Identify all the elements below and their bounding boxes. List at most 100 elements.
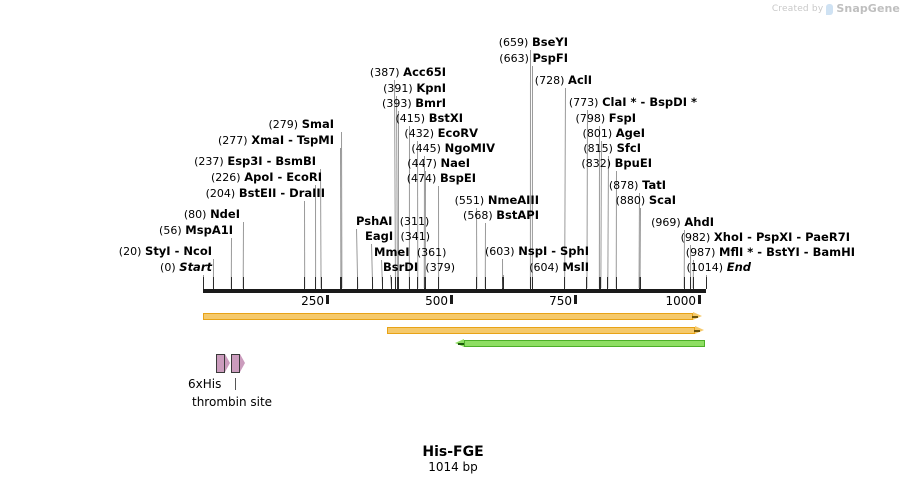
site-position: (379) <box>425 261 456 274</box>
restriction-site-label: (415) BstXI <box>0 112 463 126</box>
site-tick-mark <box>476 277 478 289</box>
arrow-shaft <box>387 327 695 334</box>
restriction-site-label: (987) MflI * - BstYI - BamHI <box>685 245 855 260</box>
site-position: (445) <box>411 142 441 155</box>
enzyme-name: BpuEI <box>614 156 652 170</box>
arrow-head-stroke <box>692 316 698 318</box>
site-position: (604) <box>529 261 559 274</box>
site-position: (728) <box>534 74 565 87</box>
site-tick-mark <box>372 277 374 289</box>
restriction-site-label: (832) BpuEI <box>0 156 652 171</box>
site-position: (987) <box>685 246 716 259</box>
enzyme-name: AgeI <box>615 126 645 140</box>
site-position: (659) <box>498 36 529 49</box>
enzyme-name: FspI <box>608 111 636 125</box>
site-tick-mark <box>382 277 384 289</box>
site-tick-mark <box>706 277 707 289</box>
site-position: (832) <box>581 157 612 170</box>
enzyme-name: NaeI <box>440 156 470 170</box>
site-tick-mark <box>341 277 343 289</box>
restriction-site-label: (551) NmeAIII <box>0 194 539 208</box>
site-tick-mark <box>203 277 204 289</box>
orf-arrow-2 <box>387 326 704 335</box>
restriction-site-label: (432) EcoRV <box>0 126 478 141</box>
site-tick-mark <box>242 277 244 289</box>
site-position: (341) <box>400 230 431 243</box>
site-position: (391) <box>383 82 413 95</box>
enzyme-name: PshAI <box>356 214 393 228</box>
restriction-site-label: (728) AclI <box>0 74 592 88</box>
enzyme-name: BstEII <box>238 186 277 200</box>
enzyme-name: PspFI <box>532 51 568 65</box>
site-position: (204) <box>205 187 236 200</box>
site-tick-mark <box>607 277 609 289</box>
restriction-site-label: (801) AgeI <box>0 126 645 141</box>
page-title: His-FGE <box>422 444 484 460</box>
enzyme-name: ClaI * <box>602 95 637 109</box>
arrow-shaft <box>464 340 705 347</box>
restriction-site-label: (880) ScaI <box>0 193 676 208</box>
site-tick-mark <box>304 277 306 289</box>
site-tick-mark <box>340 277 342 289</box>
site-position: (878) <box>608 179 639 192</box>
site-position: (1014) <box>686 261 724 274</box>
restriction-site-label: (391) KpnI <box>0 82 446 96</box>
restriction-site-label: (659) BseYI <box>0 36 568 50</box>
enzyme-name: MspA1I <box>185 223 233 237</box>
orf-arrow-1 <box>203 312 702 321</box>
ruler-tick <box>574 295 578 304</box>
enzyme-name: SfcI <box>616 141 641 155</box>
site-tick-mark <box>438 277 440 289</box>
enzyme-name: Esp3I <box>227 154 263 168</box>
snapgene-logo-icon <box>826 4 834 15</box>
enzyme-name: ApoI <box>244 170 274 184</box>
site-position: (798) <box>575 112 606 125</box>
restriction-site-label: (277) XmaI - TspMI <box>217 133 334 148</box>
site-tick-mark <box>598 277 600 289</box>
site-tick-mark <box>600 277 602 289</box>
site-tick-mark <box>502 277 504 289</box>
site-position: (80) <box>183 208 207 221</box>
site-position: (0) <box>160 261 176 274</box>
site-position: (237) <box>194 155 224 168</box>
site-tick-mark <box>396 277 398 289</box>
arrow-head-stroke <box>458 343 464 345</box>
sequence-length: 1014 bp <box>428 460 478 474</box>
site-tick-mark <box>690 277 692 289</box>
site-position: (663) <box>499 52 529 65</box>
restriction-site-label: (204) BstEII - DraIII <box>205 186 325 201</box>
enzyme-name: MflI * <box>719 245 754 259</box>
site-tick-mark <box>357 277 359 289</box>
restriction-site-label: (0) Start <box>0 260 212 275</box>
ruler-tick-label: 750 <box>549 294 573 308</box>
site-position: (393) <box>382 97 412 110</box>
ruler-tick-label: 250 <box>301 294 324 308</box>
restriction-site-label: (387) Acc65I <box>0 66 446 80</box>
enzyme-name: BsrDI <box>383 260 419 274</box>
translated-feature <box>216 354 230 373</box>
ruler-bar <box>203 289 706 293</box>
site-position: (432) <box>404 127 434 140</box>
site-position: (801) <box>582 127 613 140</box>
site-position: (415) <box>395 112 426 125</box>
enzyme-name: EcoRV <box>437 126 478 140</box>
site-position: (20) <box>118 245 142 258</box>
snapgene-watermark: Created by SnapGene <box>772 2 900 15</box>
site-position: (773) <box>568 96 599 109</box>
thrombin-leader-tick <box>235 378 236 390</box>
arrow-head-stroke <box>694 330 700 332</box>
enzyme-name: XhoI <box>713 230 744 244</box>
enzyme-name: SmaI <box>301 117 334 131</box>
enzyme-name: ScaI <box>648 193 676 207</box>
site-position: (447) <box>407 157 437 170</box>
enzyme-name: Start <box>179 260 212 274</box>
feature-nib <box>240 354 245 372</box>
enzyme-name: XmaI <box>251 133 285 147</box>
restriction-site-label: (474) BspEI <box>0 172 476 186</box>
site-tick-mark <box>529 277 531 289</box>
restriction-site-label: (237) Esp3I - BsmBI <box>194 154 316 169</box>
feature-body <box>231 354 240 373</box>
site-position: (311) <box>399 215 430 228</box>
enzyme-name: MmeI <box>374 245 410 259</box>
